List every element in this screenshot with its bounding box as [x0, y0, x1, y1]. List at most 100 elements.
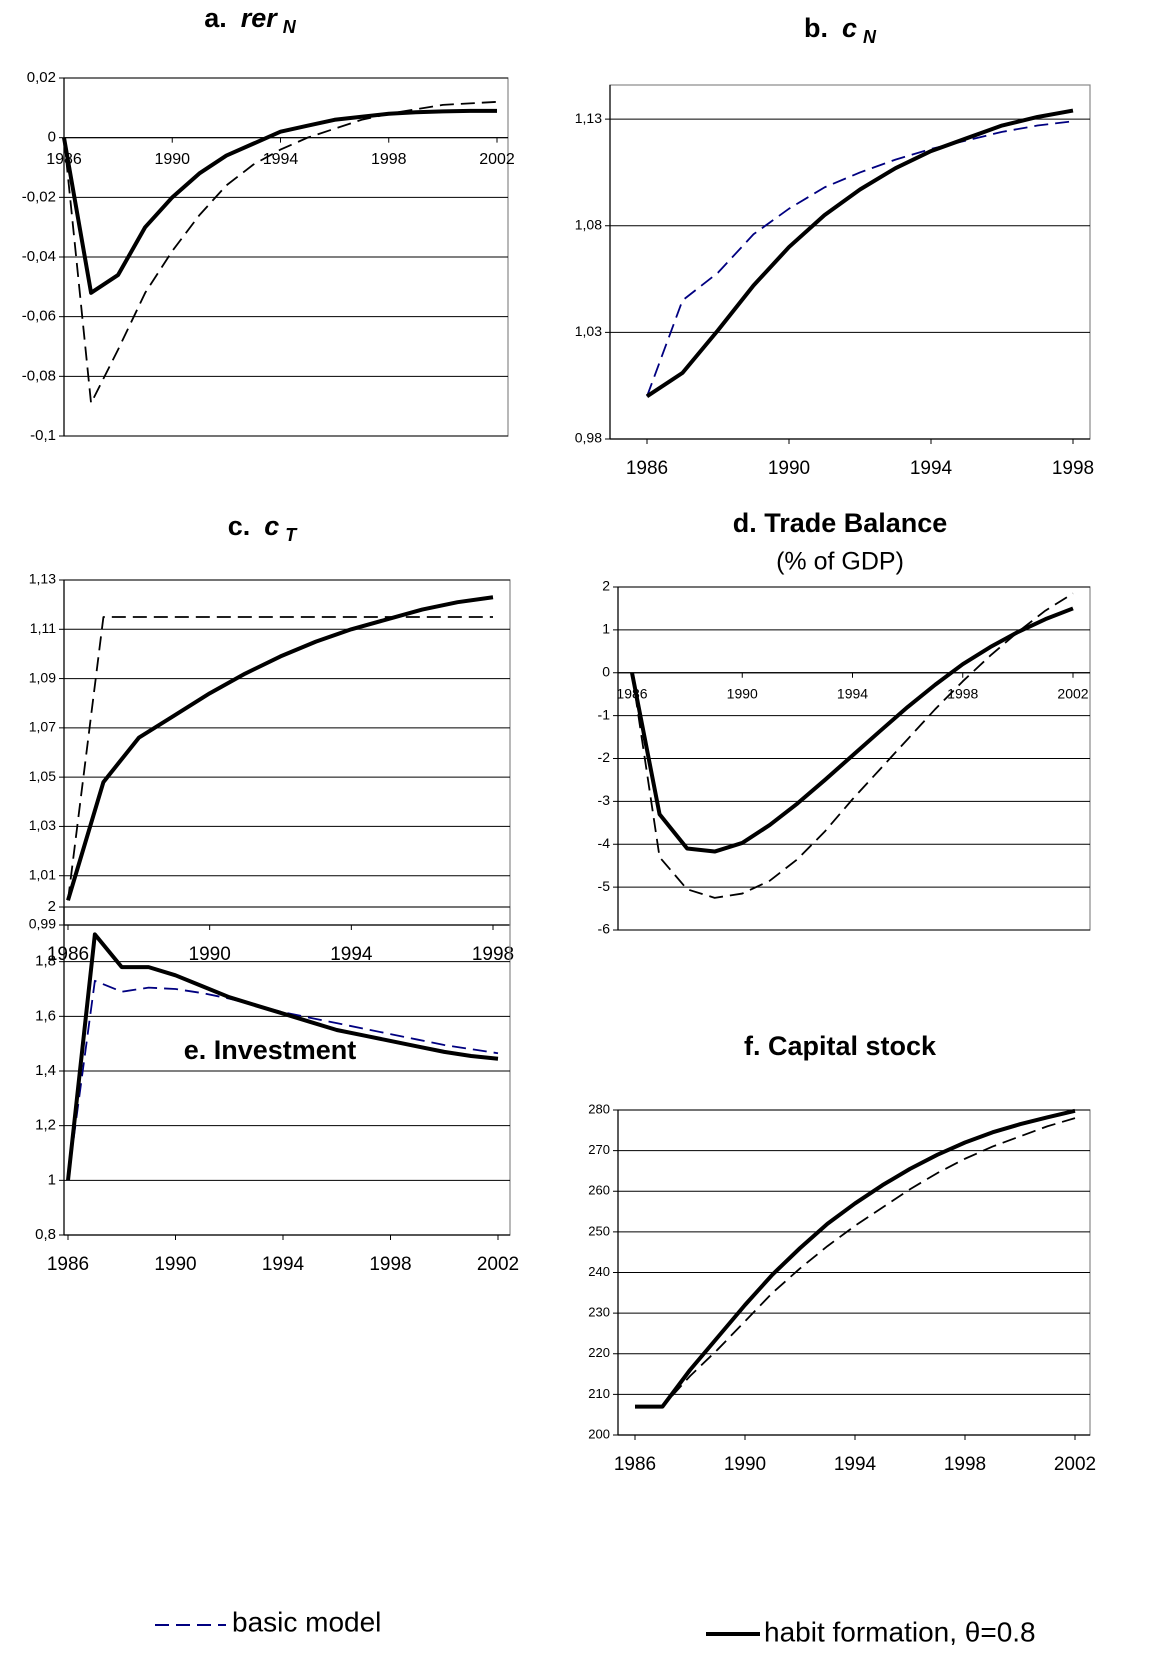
x-tick-label: 1990	[189, 944, 231, 965]
y-tick-label: 0,8	[35, 1226, 56, 1243]
x-tick-label: 1994	[834, 1454, 877, 1475]
series-line	[645, 108, 1074, 399]
x-tick-label: 1990	[154, 151, 190, 168]
y-tick-label: -0,06	[22, 308, 56, 325]
series-line	[646, 120, 1074, 397]
x-tick-label: 2002	[1054, 1454, 1096, 1475]
x-tick-label: 1986	[614, 1454, 656, 1475]
title-text: b.	[804, 13, 828, 43]
y-tick-label: 1,11	[30, 620, 56, 636]
y-tick-label: 1,6	[35, 1007, 56, 1024]
chart-title: f. Capital stock	[744, 1031, 937, 1061]
series-line	[635, 1117, 1076, 1408]
y-tick-label: 1,03	[575, 323, 602, 339]
x-tick-label: 2002	[1057, 685, 1088, 701]
y-tick-label: 0,99	[29, 916, 56, 932]
y-tick-label: 1,8	[35, 953, 56, 970]
y-tick-label: 2	[48, 898, 56, 915]
series-line	[631, 592, 1074, 899]
legend-label: habit formation, θ=0.8	[764, 1616, 1036, 1647]
y-tick-label: 1,08	[575, 216, 602, 232]
x-tick-label: 1994	[837, 685, 868, 701]
y-tick-label: -0,08	[22, 367, 56, 384]
x-tick-label: 1986	[47, 1254, 89, 1275]
y-tick-label: 1	[48, 1171, 56, 1188]
y-tick-label: -2	[598, 749, 611, 765]
x-tick-label: 1986	[46, 151, 82, 168]
title-text: a.	[204, 3, 227, 33]
chart-title: b. c N	[804, 13, 877, 47]
x-tick-label: 1994	[263, 151, 299, 168]
y-tick-label: 210	[588, 1386, 610, 1401]
y-tick-label: 200	[588, 1426, 610, 1441]
chart-title: d. Trade Balance	[733, 508, 948, 538]
y-tick-label: -0,1	[30, 427, 56, 444]
y-tick-label: 1,4	[35, 1062, 56, 1079]
x-tick-label: 1998	[947, 685, 978, 701]
x-tick-label: 1998	[472, 944, 514, 965]
x-tick-label: 1994	[262, 1254, 305, 1275]
chart-title: c. c T	[228, 511, 299, 545]
series-line	[62, 108, 497, 295]
x-tick-label: 1986	[626, 458, 668, 479]
x-tick-label: 1990	[154, 1254, 196, 1275]
y-tick-label: 270	[588, 1142, 610, 1157]
x-tick-label: 1990	[724, 1454, 766, 1475]
y-tick-label: 250	[588, 1223, 610, 1238]
x-tick-label: 1998	[944, 1454, 986, 1475]
y-tick-label: 1,03	[29, 817, 56, 833]
x-tick-label: 1998	[369, 1254, 411, 1275]
x-tick-label: 1990	[727, 685, 758, 701]
x-tick-label: 1994	[910, 458, 953, 479]
title-variable: c	[264, 511, 279, 541]
y-tick-label: 280	[588, 1101, 610, 1116]
y-tick-label: 0	[48, 129, 56, 146]
title-text: d. Trade Balance	[733, 508, 948, 538]
y-tick-label: 0	[602, 663, 610, 679]
y-tick-label: 1,09	[29, 669, 56, 685]
title-subscript: N	[283, 17, 297, 37]
title-variable: c	[842, 13, 857, 43]
y-tick-label: 2	[602, 578, 610, 594]
plot-area	[63, 579, 511, 926]
y-tick-label: 1,07	[29, 719, 56, 735]
chart-title: a. rer N	[204, 3, 297, 37]
y-tick-label: 0,98	[575, 430, 602, 446]
y-tick-label: -3	[598, 792, 611, 808]
series-line	[63, 100, 498, 405]
title-subscript: T	[285, 525, 298, 545]
series-line	[66, 595, 494, 901]
y-tick-label: 1,05	[29, 768, 56, 784]
y-tick-label: -4	[598, 835, 611, 851]
series-line	[66, 932, 499, 1181]
series-line	[635, 1108, 1076, 1409]
y-tick-label: 230	[588, 1305, 610, 1320]
title-subscript: N	[863, 27, 877, 47]
legend-label: basic model	[232, 1606, 381, 1637]
title-text: e. Investment	[184, 1035, 357, 1065]
x-tick-label: 2002	[479, 151, 515, 168]
y-tick-label: 1,01	[29, 866, 56, 882]
x-tick-label: 1998	[371, 151, 407, 168]
x-tick-label: 1998	[1052, 458, 1094, 479]
x-tick-label: 2002	[477, 1254, 519, 1275]
y-tick-label: -5	[598, 878, 611, 894]
y-tick-label: -1	[598, 706, 611, 722]
title-text: f. Capital stock	[744, 1031, 937, 1061]
series-line	[67, 979, 499, 1181]
series-line	[67, 616, 493, 901]
x-tick-label: 1986	[47, 944, 89, 965]
y-tick-label: 220	[588, 1345, 610, 1360]
x-tick-label: 1990	[768, 458, 810, 479]
y-tick-label: 1	[602, 621, 610, 637]
y-tick-label: 1,2	[35, 1117, 56, 1134]
y-tick-label: 260	[588, 1183, 610, 1198]
y-tick-label: 240	[588, 1264, 610, 1279]
y-tick-label: -0,02	[22, 188, 56, 205]
y-tick-label: 1,13	[575, 110, 602, 126]
chart-title: e. Investment	[184, 1035, 357, 1065]
y-tick-label: -0,04	[22, 248, 56, 265]
y-tick-label: 0,02	[27, 69, 56, 86]
chart-subtitle: (% of GDP)	[776, 548, 904, 576]
series-line	[630, 606, 1074, 854]
